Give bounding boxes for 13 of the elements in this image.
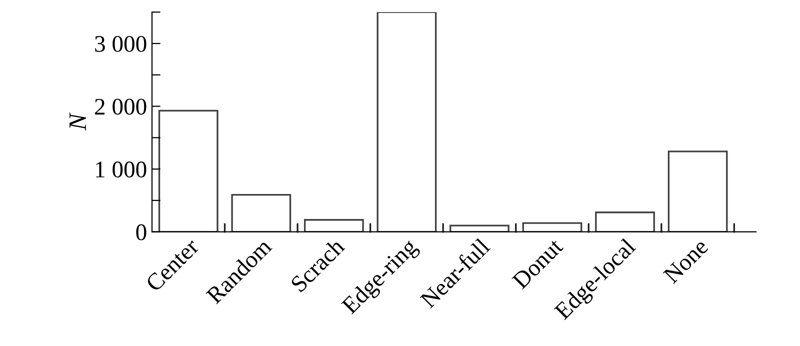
bar (304, 219, 364, 232)
bar (231, 194, 292, 232)
bar (450, 224, 510, 232)
y-tick-label: 0 (136, 224, 146, 240)
y-tick-label: 1 000 (96, 162, 146, 178)
bar (522, 222, 582, 232)
bar (158, 110, 218, 232)
y-axis-title: N (70, 112, 86, 130)
bar (668, 150, 728, 232)
bar (595, 212, 655, 232)
bar (376, 12, 437, 232)
y-tick-label: 2 000 (95, 98, 146, 115)
y-tick-label: 3 000 (95, 36, 146, 52)
